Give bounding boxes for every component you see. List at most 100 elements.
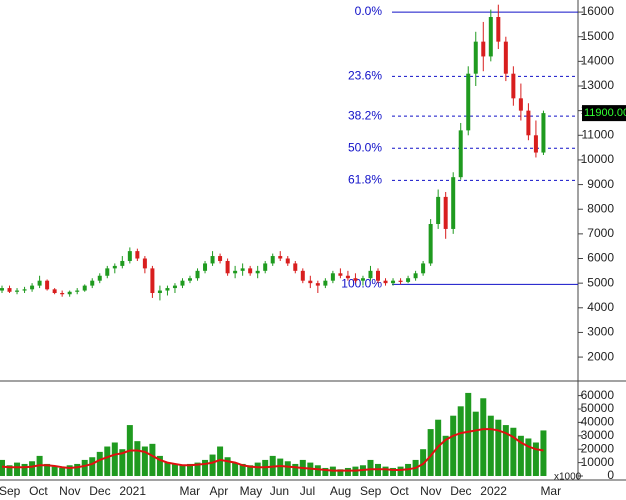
volume-bar (217, 446, 224, 476)
volume-bar (397, 466, 404, 476)
candle-body (225, 260, 230, 274)
volume-bar (277, 458, 284, 476)
volume-bar (119, 449, 126, 476)
volume-bar (29, 461, 36, 476)
candle-body (503, 41, 508, 74)
y-tick-label: 10000 (581, 455, 615, 469)
y-tick-label: 7000 (587, 226, 614, 240)
volume-bar (510, 427, 517, 476)
y-tick-label: 2000 (587, 349, 614, 363)
volume-bar (179, 465, 186, 476)
volume-bar (472, 411, 479, 476)
candle-body (127, 251, 132, 261)
candle-body (413, 273, 418, 279)
candle-body (300, 270, 305, 281)
volume-bar (111, 442, 118, 476)
volume-bar (202, 459, 209, 476)
candle-body (436, 196, 441, 225)
moving-average (1, 428, 544, 472)
volume-bar (525, 438, 532, 476)
candle-body (112, 265, 117, 269)
volume-bar (6, 465, 13, 476)
volume-bar (314, 465, 321, 476)
candle-body (157, 290, 162, 294)
volume-bar (96, 451, 103, 476)
candle-body (15, 290, 20, 292)
fib-label: 50.0% (348, 140, 382, 154)
y-tick-label: 6000 (587, 251, 614, 265)
candle-body (428, 224, 433, 264)
y-tick-label: 30000 (581, 428, 615, 442)
volume-bar (66, 465, 73, 476)
candle-body (22, 289, 27, 291)
candle-body (270, 256, 275, 264)
candle-body (172, 285, 177, 289)
y-tick-label: 5000 (587, 275, 614, 289)
candle-body (97, 275, 102, 281)
y-tick-label: 11000 (582, 127, 615, 141)
last-price-label: 11900.00 (584, 107, 626, 119)
candle-body (210, 256, 215, 264)
volume-bar (337, 469, 344, 476)
x-tick-label: Apr (210, 484, 229, 498)
x-tick-label: Jul (300, 484, 315, 498)
x-tick-label: 2022 (480, 484, 507, 498)
candle-body (37, 280, 42, 286)
fib-label: 0.0% (355, 4, 383, 18)
candle-body (308, 280, 313, 284)
x-tick-label: Jun (270, 484, 289, 498)
volume-bar (442, 435, 449, 476)
fib-label: 100.0% (341, 277, 382, 291)
candle-body (105, 268, 110, 276)
volume-bar (382, 466, 389, 476)
volume-bar (59, 467, 66, 476)
volume-bar (487, 415, 494, 476)
candle-body (451, 177, 456, 229)
candle-body (263, 263, 268, 271)
candle-body (203, 263, 208, 271)
y-tick-label: 9000 (587, 177, 614, 191)
x-tick-label: May (240, 484, 263, 498)
x-tick-label: 2021 (119, 484, 146, 498)
y-tick-label: 3000 (587, 325, 614, 339)
volume-bar (149, 443, 156, 476)
volume-bar (81, 459, 88, 476)
candle-body (323, 280, 328, 286)
candle-body (52, 289, 57, 294)
candle-body (360, 278, 365, 281)
fib-label: 38.2% (348, 108, 382, 122)
candle-body (383, 280, 388, 284)
volume-bar (367, 459, 374, 476)
candle-body (293, 263, 298, 271)
candle-body (7, 288, 12, 292)
candle-body (526, 110, 531, 136)
volume-bar (517, 435, 524, 476)
x-tick-label: Nov (59, 484, 80, 498)
volume-bar (322, 467, 329, 476)
candle-body (60, 293, 65, 295)
volume-bar (254, 462, 261, 476)
volume-bar (104, 446, 111, 476)
volume-bar (21, 463, 28, 476)
candle-body (338, 273, 343, 276)
candle-body (368, 270, 373, 279)
volume-bar (89, 457, 96, 476)
volume-bar (134, 441, 141, 476)
candle-body (75, 290, 80, 292)
candle-body (142, 258, 147, 269)
x-tick-label: Oct (390, 484, 409, 498)
candle-body (165, 288, 170, 291)
candle-body (345, 275, 350, 279)
volume-bar (0, 459, 5, 476)
candle-body (473, 41, 478, 74)
candle-body (443, 196, 448, 229)
volume-bar (194, 462, 201, 476)
candle-body (233, 270, 238, 274)
candle-body (466, 73, 471, 131)
candle-body (240, 268, 245, 271)
candle-body (391, 280, 396, 284)
fib-label: 23.6% (348, 69, 382, 83)
candle-body (533, 135, 538, 153)
y-tick-label: 14000 (581, 54, 615, 68)
